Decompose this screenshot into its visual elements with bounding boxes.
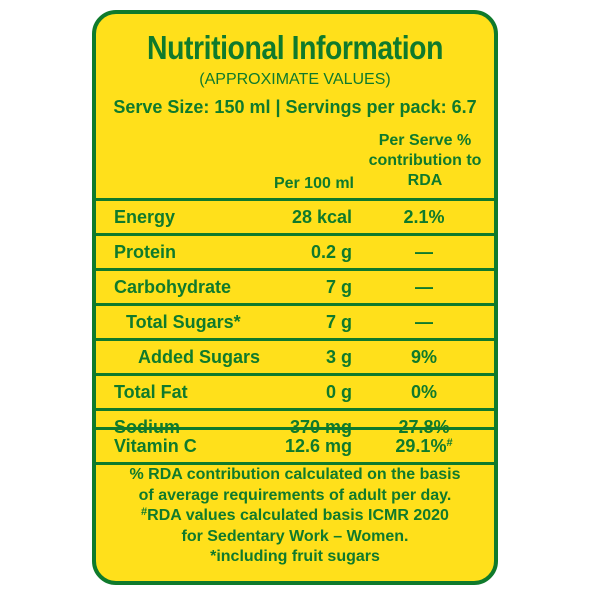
serve-size-line: Serve Size: 150 ml | Servings per pack: … <box>113 97 477 117</box>
rda-value: 9% <box>410 347 437 367</box>
table-rule <box>96 233 494 236</box>
footnote-line: of average requirements of adult per day… <box>138 486 452 504</box>
rda-value: 29.1%# <box>366 430 482 462</box>
table-rule <box>96 408 494 411</box>
footnote-line: % RDA contribution calculated on the bas… <box>129 466 461 483</box>
per-100-value: 7 g <box>325 312 352 332</box>
table-rule <box>96 198 494 201</box>
footnote-line: for Sedentary Work – Women. <box>181 527 409 545</box>
footnote-text: RDA values calculated basis ICMR 2020 <box>147 507 449 524</box>
table-rule <box>96 338 494 341</box>
per-100-value: 12.6 mg <box>284 436 352 456</box>
table-row-total-sugars: Total Sugars* 7 g — <box>96 306 494 338</box>
table-row-protein: Protein 0.2 g — <box>96 236 494 268</box>
footnote-line: *including fruit sugars <box>210 548 380 565</box>
footnote-line: #RDA values calculated basis ICMR 2020 <box>102 506 488 527</box>
label-subtitle: (APPROXIMATE VALUES) <box>199 71 391 88</box>
nutrient-name: Total Fat <box>114 382 188 402</box>
table-rule <box>96 373 494 376</box>
table-rule <box>96 427 494 430</box>
rda-value: 2.1% <box>403 207 445 227</box>
nutrient-name: Added Sugars <box>138 347 261 367</box>
column-header-rda-line3: RDA <box>407 172 443 189</box>
per-100-value: 28 kcal <box>291 207 352 227</box>
nutrient-name: Vitamin C <box>114 436 197 456</box>
nutrient-name: Total Sugars* <box>126 312 241 332</box>
table-row-vitamin-c: Vitamin C 12.6 mg 29.1%# <box>96 430 494 462</box>
per-100-value: 7 g <box>325 277 352 297</box>
nutrient-name: Energy <box>114 207 176 227</box>
hash-mark: # <box>141 506 148 518</box>
table-row-added-sugars: Added Sugars 3 g 9% <box>96 341 494 373</box>
label-title: Nutritional Information <box>147 29 443 66</box>
per-100-value: 0.2 g <box>310 242 352 262</box>
table-row-total-fat: Total Fat 0 g 0% <box>96 376 494 408</box>
rda-value-number: 29.1% <box>395 436 447 456</box>
column-header-rda: Per Serve % contribution to RDA <box>362 131 488 191</box>
rda-value: — <box>415 242 433 262</box>
per-100-value: 0 g <box>325 382 352 402</box>
table-rule <box>96 303 494 306</box>
per-100-value: 3 g <box>325 347 352 367</box>
nutrient-name: Carbohydrate <box>114 277 232 297</box>
table-row-carbohydrate: Carbohydrate 7 g — <box>96 271 494 303</box>
rda-value: — <box>415 277 433 297</box>
rda-value: — <box>415 312 433 332</box>
footnotes: % RDA contribution calculated on the bas… <box>102 465 488 568</box>
column-header-per-100: Per 100 ml <box>273 175 354 192</box>
nutrition-label: Nutritional Information (APPROXIMATE VAL… <box>92 10 498 585</box>
nutrient-name: Protein <box>114 242 177 262</box>
column-header-rda-line1: Per Serve % <box>378 132 472 149</box>
rda-value: 0% <box>410 382 437 402</box>
table-row-energy: Energy 28 kcal 2.1% <box>96 201 494 233</box>
table-rule <box>96 462 494 465</box>
table-rule <box>96 268 494 271</box>
hash-mark: # <box>446 437 453 449</box>
column-header-rda-line2: contribution to <box>368 152 482 169</box>
